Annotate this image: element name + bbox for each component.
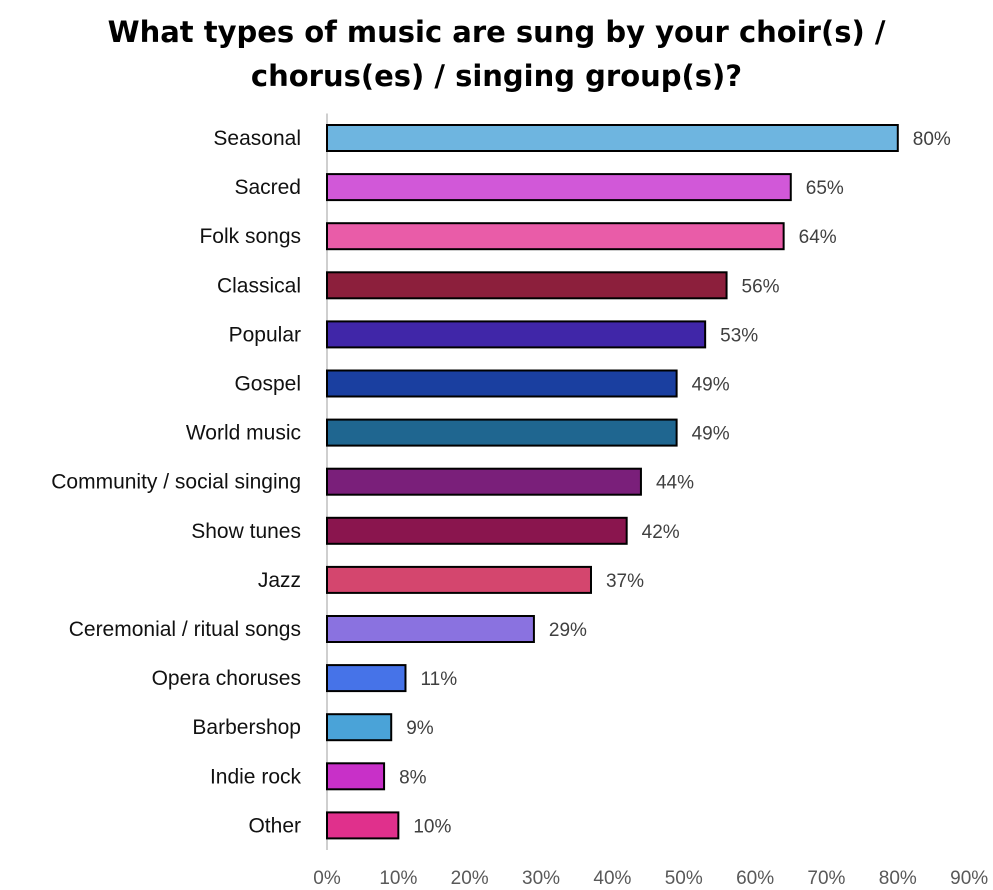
category-label: Indie rock — [210, 765, 302, 788]
x-tick-label: 10% — [379, 868, 417, 889]
data-label: 42% — [642, 522, 680, 543]
category-label: Ceremonial / ritual songs — [69, 618, 301, 641]
bar — [326, 565, 592, 594]
x-tick-label: 50% — [665, 868, 703, 889]
data-label: 56% — [742, 276, 780, 297]
bar — [326, 222, 785, 251]
data-label: 10% — [413, 816, 451, 837]
data-label: 9% — [406, 718, 434, 739]
category-label: Gospel — [234, 373, 301, 396]
x-tick-label: 40% — [593, 868, 631, 889]
category-label: Show tunes — [191, 520, 301, 543]
data-label: 65% — [806, 178, 844, 199]
x-tick-label: 30% — [522, 868, 560, 889]
bar — [326, 467, 642, 496]
category-label: Jazz — [258, 569, 301, 592]
chart-title: What types of music are sung by your cho… — [0, 10, 993, 98]
category-label: Folk songs — [199, 225, 301, 248]
category-label: Opera choruses — [152, 667, 301, 690]
x-tick-label: 20% — [451, 868, 489, 889]
data-label: 11% — [420, 669, 457, 690]
x-tick-label: 0% — [313, 868, 341, 889]
category-label: Barbershop — [192, 716, 301, 739]
x-tick-label: 80% — [879, 868, 917, 889]
bar — [326, 173, 792, 202]
bar — [326, 811, 400, 840]
data-label: 44% — [656, 473, 694, 494]
chart-title-line-1: What types of music are sung by your cho… — [107, 15, 886, 49]
data-label: 49% — [692, 375, 730, 396]
category-label: Seasonal — [213, 127, 301, 150]
bar — [326, 713, 393, 742]
data-label: 49% — [692, 424, 730, 445]
data-label: 53% — [720, 325, 758, 346]
category-label: Community / social singing — [51, 471, 301, 494]
bar — [326, 418, 678, 447]
category-label: Popular — [229, 323, 301, 346]
x-tick-label: 90% — [950, 868, 988, 889]
data-label: 8% — [399, 767, 427, 788]
bar — [326, 664, 407, 693]
data-label: 29% — [549, 620, 587, 641]
data-label: 80% — [913, 129, 951, 150]
bar — [326, 124, 899, 152]
category-label: Other — [248, 814, 301, 837]
bar — [326, 369, 678, 398]
category-label: Sacred — [234, 176, 301, 199]
bar — [326, 762, 386, 791]
category-label: Classical — [217, 274, 301, 297]
x-tick-label: 60% — [736, 868, 774, 889]
bar — [326, 320, 707, 349]
category-label: World music — [186, 422, 301, 445]
bar — [326, 615, 535, 643]
bar — [326, 271, 728, 300]
chart-title-line-2: chorus(es) / singing group(s)? — [250, 59, 743, 93]
data-label: 64% — [799, 227, 837, 248]
data-label: 37% — [606, 571, 644, 592]
bar — [326, 516, 628, 545]
x-tick-label: 70% — [807, 868, 845, 889]
